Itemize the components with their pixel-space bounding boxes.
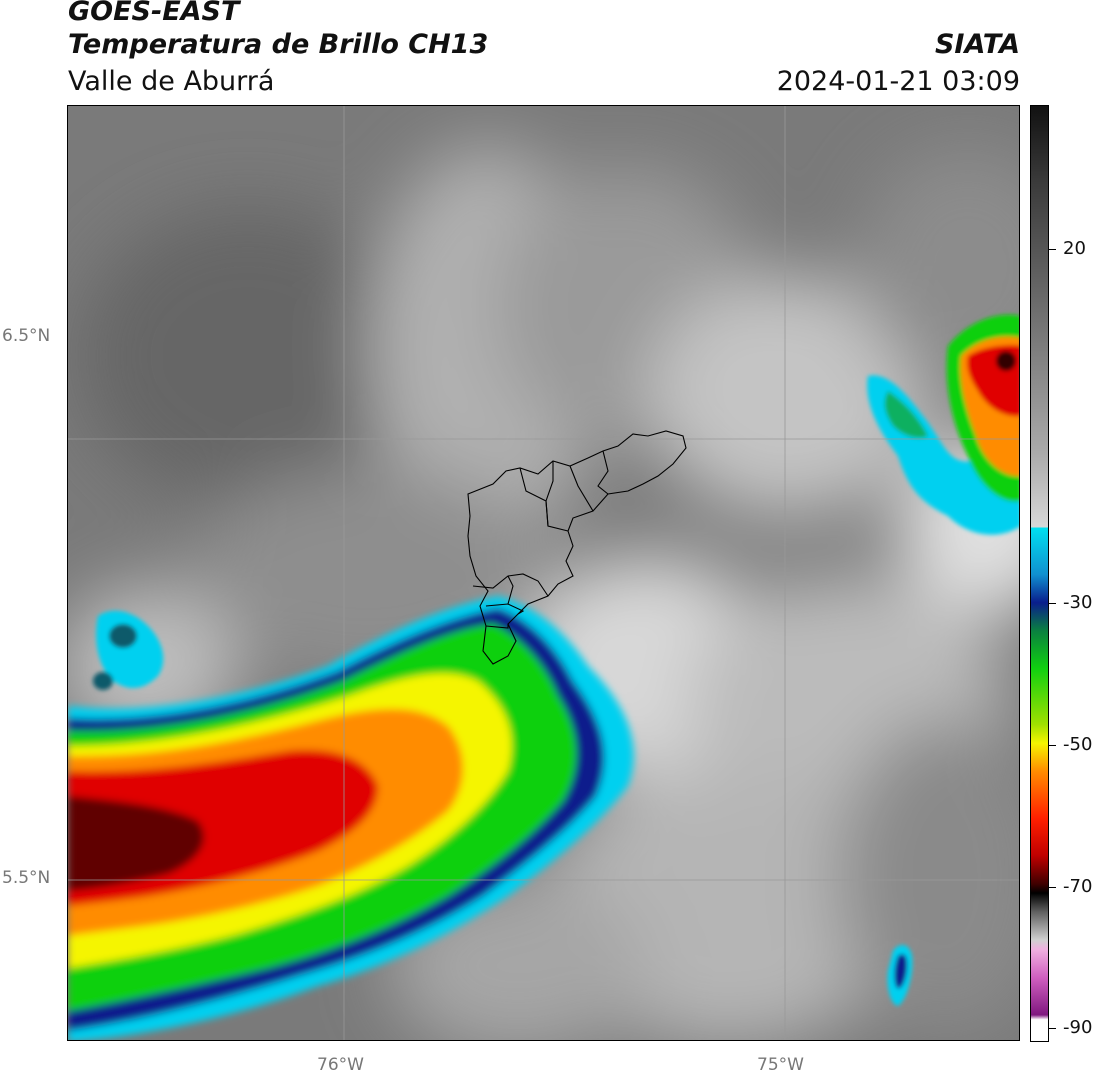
southeast-cell — [887, 944, 913, 1006]
colorbar-label-neg30: -30 — [1063, 592, 1093, 613]
northeast-cell — [867, 314, 1019, 535]
colorbar-label-neg90: -90 — [1063, 1017, 1093, 1038]
lat-label-5-5: 5.5°N — [2, 868, 51, 888]
colorbar-tick-neg70 — [1049, 887, 1056, 888]
colorbar-fill — [1031, 106, 1048, 1041]
lat-label-6-5: 6.5°N — [2, 326, 51, 346]
convective-band — [68, 596, 634, 1040]
colorbar-tick-neg50 — [1049, 745, 1056, 746]
colorbar-label-20: 20 — [1063, 238, 1086, 259]
colorbar-tick-neg90 — [1049, 1028, 1056, 1029]
colorbar-label-neg50: -50 — [1063, 734, 1093, 755]
colorbar-tick-neg30 — [1049, 603, 1056, 604]
lon-label-76w: 76°W — [317, 1055, 364, 1075]
temperature-colorbar — [1030, 105, 1049, 1042]
colorbar-gradient — [1031, 106, 1048, 1041]
graticule — [68, 106, 1019, 1040]
product-title: Temperatura de Brillo CH13 — [68, 29, 489, 60]
brightness-temperature-map[interactable] — [67, 105, 1020, 1041]
lon-label-75w: 75°W — [757, 1055, 804, 1075]
municipal-boundaries — [467, 430, 687, 665]
west-cell — [93, 610, 164, 690]
datetime-label: 2024-01-21 03:09 — [776, 66, 1020, 97]
organization-label: SIATA — [934, 29, 1020, 60]
region-subtitle: Valle de Aburrá — [68, 66, 275, 97]
satellite-title: GOES-EAST — [68, 0, 240, 27]
map-canvas — [68, 106, 1019, 1040]
colorbar-tick-20 — [1049, 249, 1056, 250]
colorbar-label-neg70: -70 — [1063, 876, 1093, 897]
